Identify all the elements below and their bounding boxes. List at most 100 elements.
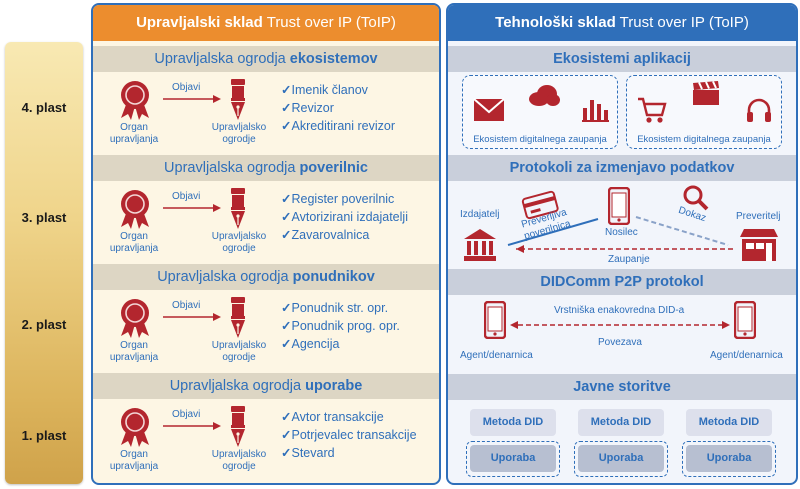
ecosystem-caption-2: Ekosistem digitalnega zaupanja (627, 134, 781, 145)
agent-left-label: Agent/denarnica (460, 350, 533, 361)
framework-line-2: ogrodje (203, 134, 275, 146)
connection-label: Povezava (598, 337, 642, 348)
credential-governance-row: Organ upravljanja Objavi Upravljalsko ogrodj… (93, 185, 439, 261)
public-services-title: Javne storitve (448, 374, 796, 400)
role-item: Ponudnik str. opr. (281, 299, 400, 317)
publish-arrow (161, 421, 223, 431)
governing-authority-line-1: Organ (101, 231, 167, 243)
governance-stack-panel: Upravljalski sklad Trust over IP (ToIP) … (91, 3, 441, 485)
holder-phone-icon (608, 187, 630, 225)
governance-title-rest: Trust over IP (ToIP) (263, 14, 396, 31)
role-checklist: Imenik članovRevizorAkreditirani revizor (281, 81, 395, 135)
peer-connection-arrow (508, 317, 732, 333)
headphones-icon (745, 96, 773, 124)
usage-box: Uporaba (470, 445, 556, 472)
section-title-prefix: Upravljalska ogrodja (164, 160, 299, 176)
role-checklist: Register poverilnicAvtorizirani izdajate… (281, 190, 408, 244)
didcomm-title: DIDComm P2P protokol (448, 269, 796, 295)
ecosystem-caption-1: Ekosistem digitalnega zaupanja (463, 134, 617, 145)
clapperboard-icon (691, 80, 721, 106)
framework-line-1: Upravljalsko (203, 231, 275, 243)
layer-1-label: 1. plast (5, 428, 83, 443)
governing-authority-label: Organ upravljanja (101, 231, 167, 255)
section-title-prefix: Upravljalska ogrodja (157, 269, 292, 285)
layer-3-label: 3. plast (5, 210, 83, 225)
section-title-bold: ponudnikov (293, 269, 375, 285)
publish-label: Objavi (172, 191, 200, 202)
publish-label: Objavi (172, 300, 200, 311)
framework-label: Upravljalsko ogrodje (203, 231, 275, 255)
publish-arrow (161, 203, 223, 213)
framework-line-1: Upravljalsko (203, 122, 275, 134)
role-item: Zavarovalnica (281, 226, 408, 244)
rosette-icon (117, 80, 153, 120)
trust-label: Zaupanje (608, 254, 650, 265)
usage-box: Uporaba (686, 445, 772, 472)
bar-chart-icon (581, 94, 609, 122)
holder-label: Nosilec (605, 227, 638, 238)
governing-authority-line-2: upravljanja (101, 461, 167, 473)
fountain-pen-icon (226, 187, 250, 231)
ecosystem-box-2: Ekosistem digitalnega zaupanja (626, 75, 782, 149)
section-title-prefix: Upravljalska ogrodja (154, 51, 289, 67)
framework-line-2: ogrodje (203, 352, 275, 364)
role-item: Agencija (281, 335, 400, 353)
governing-authority-line-1: Organ (101, 340, 167, 352)
publish-label: Objavi (172, 82, 200, 93)
did-method-box: Metoda DID (578, 409, 664, 436)
provider-governance-row: Organ upravljanja Objavi Upravljalsko ogrodj… (93, 294, 439, 370)
verifier-label: Preveritelj (736, 211, 780, 222)
governing-authority-line-2: upravljanja (101, 243, 167, 255)
role-item: Akreditirani revizor (281, 117, 395, 135)
agent-left-phone-icon (484, 301, 506, 339)
governing-authority-label: Organ upravljanja (101, 122, 167, 146)
ecosystem-governance-row: Organ upravljanja Objavi Upravljalsko ogrodj… (93, 76, 439, 152)
issuer-label: Izdajatelj (460, 209, 499, 220)
role-item: Potrjevalec transakcije (281, 426, 417, 444)
role-item: Revizor (281, 99, 395, 117)
role-item: Avtor transakcije (281, 408, 417, 426)
section-title-bold: poverilnic (299, 160, 368, 176)
framework-line-1: Upravljalsko (203, 340, 275, 352)
fountain-pen-icon (226, 78, 250, 122)
section-title-bold: uporabe (305, 378, 362, 394)
layer-column: 4. plast 3. plast 2. plast 1. plast (5, 42, 83, 484)
usage-box: Uporaba (578, 445, 664, 472)
governing-authority-line-2: upravljanja (101, 352, 167, 364)
section-title-prefix: Upravljalska ogrodja (170, 378, 305, 394)
agent-right-label: Agent/denarnica (710, 350, 783, 361)
governing-authority-line-2: upravljanja (101, 134, 167, 146)
cloud-icon (527, 84, 561, 106)
governance-title-bold: Upravljalski sklad (136, 14, 263, 31)
did-method-box: Metoda DID (470, 409, 556, 436)
fountain-pen-icon (226, 296, 250, 340)
usage-governance-row: Organ upravljanja Objavi Upravljalsko ogrodj… (93, 403, 439, 479)
governing-authority-line-1: Organ (101, 449, 167, 461)
technology-stack-panel: Tehnološki sklad Trust over IP (ToIP) Ek… (446, 3, 798, 485)
governing-authority-label: Organ upravljanja (101, 449, 167, 473)
technology-title-rest: Trust over IP (ToIP) (616, 14, 749, 31)
agent-right-phone-icon (734, 301, 756, 339)
ecosystem-box-1: Ekosistem digitalnega zaupanja (462, 75, 618, 149)
ecosystems-title: Ekosistemi aplikacij (448, 46, 796, 72)
section-title-bold: ekosistemov (290, 51, 378, 67)
protocols-title: Protokoli za izmenjavo podatkov (448, 155, 796, 181)
layer-2-label: 2. plast (5, 317, 83, 332)
role-item: Register poverilnic (281, 190, 408, 208)
role-item: Stevard (281, 444, 417, 462)
publish-arrow (161, 94, 223, 104)
peer-did-label: Vrstniška enakovredna DID-a (554, 305, 684, 316)
framework-line-1: Upravljalsko (203, 449, 275, 461)
role-item: Imenik članov (281, 81, 395, 99)
ecosystem-governance-title: Upravljalska ogrodja ekosistemov (93, 46, 439, 72)
framework-line-2: ogrodje (203, 461, 275, 473)
framework-line-2: ogrodje (203, 243, 275, 255)
framework-label: Upravljalsko ogrodje (203, 122, 275, 146)
did-method-box: Metoda DID (686, 409, 772, 436)
layer-4-label: 4. plast (5, 100, 83, 115)
rosette-icon (117, 407, 153, 447)
fountain-pen-icon (226, 405, 250, 449)
publish-label: Objavi (172, 409, 200, 420)
role-checklist: Ponudnik str. opr.Ponudnik prog. opr.Age… (281, 299, 400, 353)
technology-title-bold: Tehnološki sklad (495, 14, 616, 31)
